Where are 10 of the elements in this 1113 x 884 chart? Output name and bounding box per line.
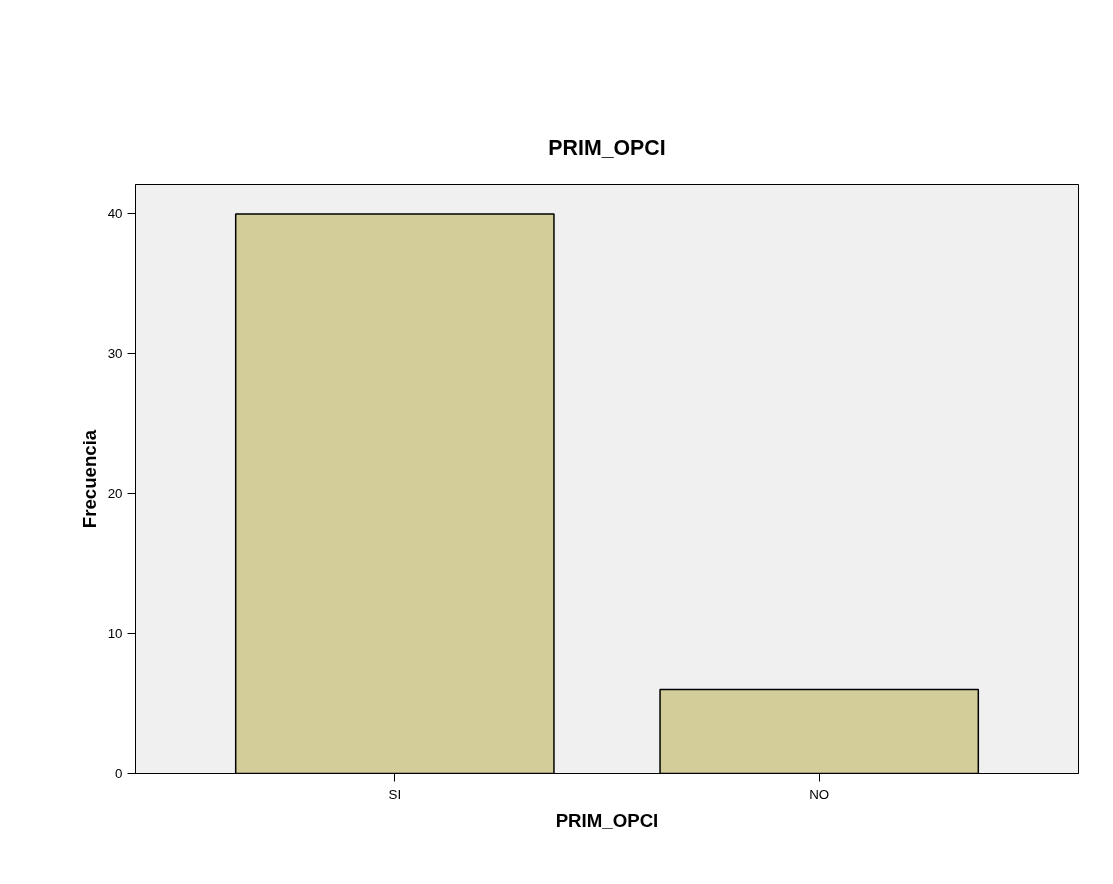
y-tick-label: 0: [115, 766, 123, 781]
chart-title: PRIM_OPCI: [548, 135, 666, 160]
y-axis-title: Frecuencia: [78, 429, 100, 529]
x-tick-label: NO: [809, 786, 830, 802]
x-axis-title: PRIM_OPCI: [555, 809, 659, 831]
x-tick-label: SI: [388, 786, 402, 802]
y-tick-label: 10: [107, 626, 123, 642]
y-tick-label: 40: [107, 206, 123, 222]
y-tick-label: 20: [107, 486, 123, 502]
y-tick-label: 30: [107, 346, 123, 362]
